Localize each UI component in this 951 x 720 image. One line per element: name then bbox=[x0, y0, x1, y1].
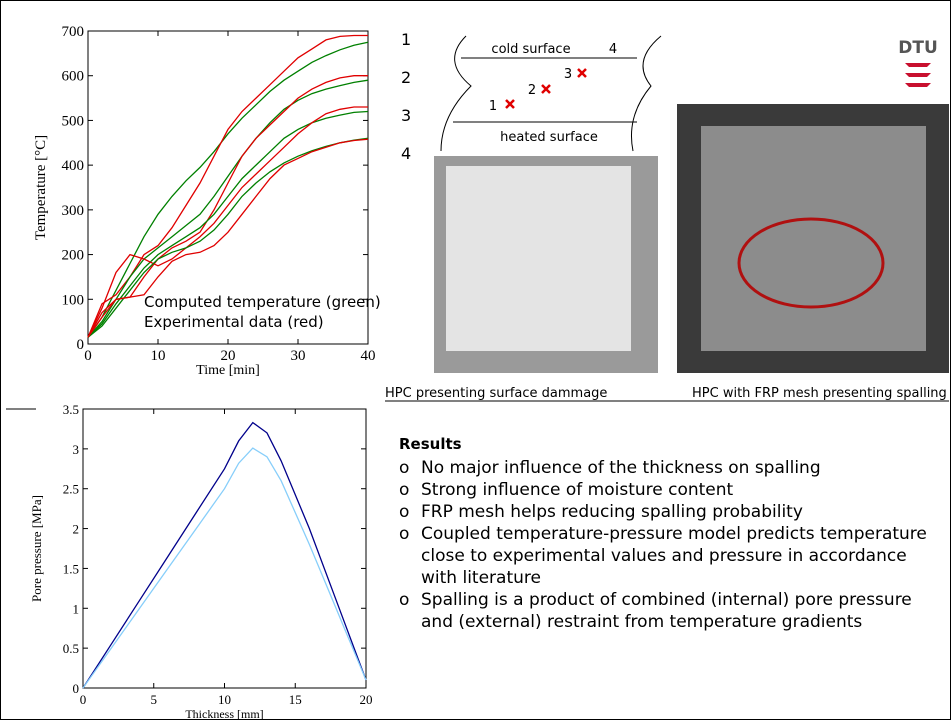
series-line bbox=[82, 421, 367, 689]
x-tick-label: 15 bbox=[289, 692, 302, 707]
y-tick-label: 700 bbox=[62, 24, 85, 40]
side-number: 1 bbox=[401, 30, 411, 49]
y-axis-label: Temperature [°C] bbox=[33, 135, 49, 240]
highlight-ellipse bbox=[737, 217, 885, 309]
results: Results No major influence of the thickn… bbox=[399, 433, 947, 633]
x-tick-label: 40 bbox=[361, 348, 376, 364]
caption: HPC with FRP mesh presenting spalling bbox=[692, 386, 947, 401]
diagram-point: 2 bbox=[528, 83, 536, 98]
result-item: FRP mesh helps reducing spalling probabi… bbox=[399, 501, 947, 523]
side-number: 4 bbox=[401, 144, 411, 163]
y-tick-label: 0.5 bbox=[63, 641, 79, 656]
result-item: Spalling is a product of combined (inter… bbox=[399, 589, 947, 633]
y-tick-label: 2.5 bbox=[63, 482, 79, 497]
y-tick-label: 0 bbox=[77, 337, 85, 353]
diagram-point: 1 bbox=[489, 99, 497, 114]
result-item: Strong influence of moisture content bbox=[399, 479, 947, 501]
diagram-edge bbox=[440, 35, 472, 152]
photo-spalling-inner bbox=[701, 126, 926, 351]
y-tick-label: 100 bbox=[62, 292, 85, 308]
series-line bbox=[82, 447, 367, 689]
y-tick-label: 1.5 bbox=[63, 561, 79, 576]
result-item: No major influence of the thickness on s… bbox=[399, 457, 947, 479]
x-tick-label: 20 bbox=[360, 692, 373, 707]
results-heading: Results bbox=[399, 435, 462, 453]
series-line bbox=[87, 138, 369, 338]
side-number: 2 bbox=[401, 68, 411, 87]
plot-frame bbox=[82, 408, 367, 689]
x-tick-label: 10 bbox=[151, 348, 166, 364]
diagram-point: 3 bbox=[564, 67, 572, 82]
photo-surface-inner bbox=[446, 166, 631, 351]
annotation: Computed temperature (green) bbox=[144, 293, 381, 311]
results-list: No major influence of the thickness on s… bbox=[399, 457, 947, 633]
logo-mark bbox=[905, 63, 931, 87]
y-tick-label: 3 bbox=[73, 442, 80, 457]
diagram-label: cold surface bbox=[491, 42, 570, 57]
series-line bbox=[87, 41, 369, 338]
diagram-crosses bbox=[505, 68, 587, 109]
y-tick-label: 2 bbox=[73, 522, 80, 537]
series-line bbox=[87, 137, 369, 338]
x-axis-label: Thickness [mm] bbox=[185, 707, 263, 720]
logo: DTU bbox=[898, 38, 938, 58]
y-tick-label: 3.5 bbox=[63, 402, 79, 417]
x-tick-label: 30 bbox=[291, 348, 306, 364]
y-tick-label: 0 bbox=[73, 681, 80, 696]
caption: HPC presenting surface dammage bbox=[385, 386, 608, 401]
y-tick-label: 200 bbox=[62, 248, 85, 264]
y-tick-label: 500 bbox=[62, 113, 85, 129]
result-item: Coupled temperature-pressure model predi… bbox=[399, 523, 947, 589]
x-tick-label: 10 bbox=[218, 692, 231, 707]
series-line bbox=[87, 110, 369, 338]
x-tick-label: 5 bbox=[151, 692, 158, 707]
y-axis-label: Pore pressure [MPa] bbox=[29, 495, 44, 602]
x-axis-label: Time [min] bbox=[196, 363, 260, 378]
series-line bbox=[87, 34, 368, 338]
x-tick-label: 0 bbox=[80, 692, 87, 707]
y-tick-label: 400 bbox=[62, 158, 85, 174]
diagram-edge bbox=[630, 35, 662, 152]
diagram-label: heated surface bbox=[500, 130, 598, 145]
x-tick-label: 0 bbox=[84, 348, 92, 364]
x-tick-label: 20 bbox=[221, 348, 236, 364]
annotation: Experimental data (red) bbox=[144, 313, 324, 331]
series-line bbox=[87, 106, 368, 338]
series-line bbox=[87, 79, 369, 338]
series-line bbox=[87, 75, 368, 338]
y-tick-label: 300 bbox=[62, 203, 85, 219]
side-number: 3 bbox=[401, 106, 411, 125]
diagram-label: 4 bbox=[609, 42, 617, 57]
y-tick-label: 1 bbox=[73, 601, 80, 616]
y-tick-label: 600 bbox=[62, 69, 85, 85]
